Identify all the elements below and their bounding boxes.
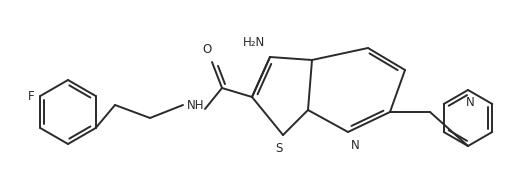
Text: NH: NH bbox=[187, 99, 205, 111]
Text: F: F bbox=[28, 89, 34, 102]
Text: O: O bbox=[203, 43, 212, 56]
Text: H₂N: H₂N bbox=[243, 36, 265, 49]
Text: N: N bbox=[351, 139, 360, 152]
Text: N: N bbox=[466, 96, 475, 109]
Text: S: S bbox=[275, 142, 282, 155]
